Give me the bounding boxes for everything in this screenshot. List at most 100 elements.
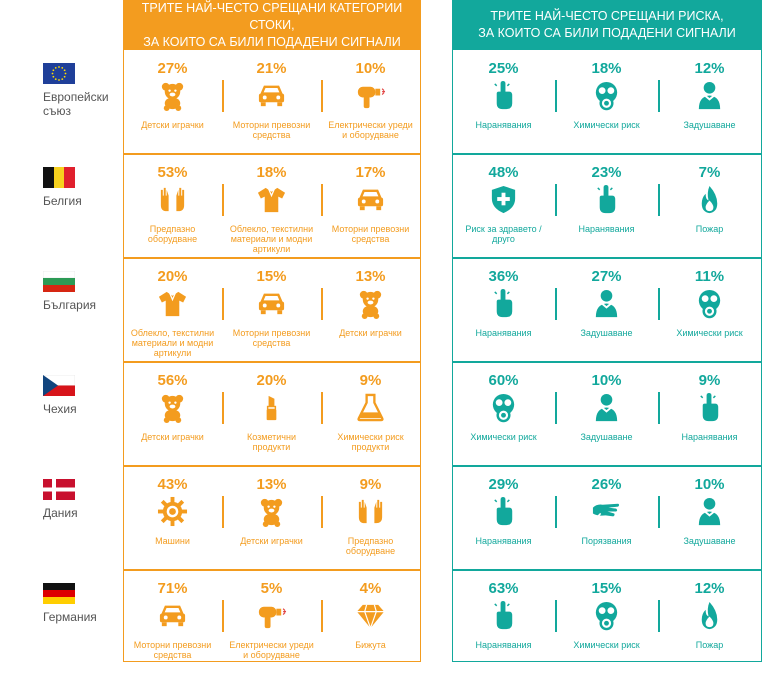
percentage-value: 11% <box>694 268 725 285</box>
risk-category-cell: 7% Пожар <box>658 154 761 258</box>
bg-flag-icon <box>43 271 75 292</box>
risk-category-cell: 27% Задушаване <box>555 258 658 362</box>
percentage-value: 10% <box>591 372 622 389</box>
percentage-value: 9% <box>359 372 382 389</box>
choking-icon <box>694 80 725 111</box>
category-label: Облекло, текстилни материали и модни арт… <box>130 328 215 358</box>
car-icon <box>157 600 188 631</box>
country-row: Германия 71% Моторни превозни средства 5% Ел… <box>0 569 765 674</box>
risk-category-cell: 10% Задушаване <box>555 362 658 466</box>
gloves-icon <box>157 184 188 215</box>
risk-category-cell: 23% Наранявания <box>555 154 658 258</box>
percentage-value: 13% <box>355 268 386 285</box>
risk-category-cell: 12% Задушаване <box>658 50 761 154</box>
percentage-value: 10% <box>355 60 386 77</box>
percentage-value: 15% <box>591 580 622 597</box>
product-category-cell: 15% Моторни превозни средства <box>222 258 321 362</box>
finger-icon <box>488 80 519 111</box>
row-separator <box>123 257 421 259</box>
percentage-value: 27% <box>591 268 622 285</box>
gloves-icon <box>355 496 386 527</box>
gas-mask-icon <box>694 288 725 319</box>
percentage-value: 29% <box>488 476 519 493</box>
column-divider <box>555 184 557 216</box>
risks-header: ТРИТЕ НАЙ-ЧЕСТО СРЕЩАНИ РИСКА, ЗА КОИТО … <box>452 0 762 50</box>
category-label: Моторни превозни средства <box>232 328 311 348</box>
car-icon <box>355 184 386 215</box>
fire-icon <box>694 600 725 631</box>
products-header: ТРИТЕ НАЙ-ЧЕСТО СРЕЩАНИ КАТЕГОРИИ СТОКИ,… <box>123 0 421 50</box>
category-label: Моторни превозни средства <box>331 224 410 244</box>
dk-flag-icon <box>43 479 75 500</box>
category-label: Задушаване <box>580 432 633 442</box>
country-cell: Белгия <box>0 154 123 258</box>
percentage-value: 23% <box>591 164 622 181</box>
category-label: Наранявания <box>475 640 532 650</box>
row-separator <box>123 569 421 571</box>
product-category-cell: 27% Детски играчки <box>123 50 222 154</box>
category-label: Пожар <box>695 640 724 650</box>
country-row: Дания 43% Машини 13% Детски играчки 9% Предпаз… <box>0 465 765 570</box>
flask-icon <box>355 392 386 423</box>
category-label: Задушаване <box>683 120 736 130</box>
finger-icon <box>488 288 519 319</box>
percentage-value: 36% <box>488 268 519 285</box>
category-label: Наранявания <box>475 120 532 130</box>
column-divider <box>555 496 557 528</box>
country-row: Европейски съюз 27% Детски играчки 21% Мотор… <box>0 50 765 154</box>
category-label: Наранявания <box>578 224 635 234</box>
column-divider <box>555 600 557 632</box>
product-category-cell: 71% Моторни превозни средства <box>123 570 222 674</box>
de-flag-icon <box>43 583 75 604</box>
teddy-bear-icon <box>355 288 386 319</box>
category-label: Детски играчки <box>339 328 402 338</box>
category-label: Химически риск <box>676 328 743 338</box>
country-cell: Чехия <box>0 362 123 466</box>
product-category-cell: 13% Детски играчки <box>222 466 321 570</box>
column-divider <box>321 496 323 528</box>
category-label: Електрически уреди и оборудване <box>328 120 413 140</box>
country-cell: Европейски съюз <box>0 50 123 154</box>
teddy-bear-icon <box>157 80 188 111</box>
row-separator <box>452 569 762 571</box>
row-separator <box>123 465 421 467</box>
category-label: Предпазно оборудване <box>345 536 396 556</box>
percentage-value: 12% <box>694 580 725 597</box>
category-label: Наранявания <box>475 536 532 546</box>
column-divider <box>555 80 557 112</box>
risk-category-cell: 26% Порязвания <box>555 466 658 570</box>
gear-icon <box>157 496 188 527</box>
risk-category-cell: 25% Наранявания <box>452 50 555 154</box>
risk-category-cell: 10% Задушаване <box>658 466 761 570</box>
health-shield-icon <box>488 184 519 215</box>
risk-category-cell: 63% Наранявания <box>452 570 555 674</box>
category-label: Детски играчки <box>141 432 204 442</box>
row-separator <box>452 153 762 155</box>
column-divider <box>222 392 224 424</box>
risk-category-cell: 29% Наранявания <box>452 466 555 570</box>
car-icon <box>256 80 287 111</box>
country-name: България <box>43 298 97 312</box>
gas-mask-icon <box>591 600 622 631</box>
shirt-icon <box>256 184 287 215</box>
category-label: Моторни превозни средства <box>232 120 311 140</box>
column-divider <box>321 80 323 112</box>
category-label: Машини <box>155 536 190 546</box>
percentage-value: 71% <box>157 580 188 597</box>
column-divider <box>321 184 323 216</box>
country-name: Германия <box>43 610 97 624</box>
category-label: Задушаване <box>580 328 633 338</box>
country-row: Чехия 56% Детски играчки 20% Козметични прод… <box>0 361 765 466</box>
choking-icon <box>591 392 622 423</box>
percentage-value: 60% <box>488 372 519 389</box>
percentage-value: 18% <box>591 60 622 77</box>
category-label: Риск за здравето / друго <box>465 224 542 244</box>
country-row: Белгия 53% Предпазно оборудване 18% Облекло,… <box>0 153 765 258</box>
column-divider <box>658 600 660 632</box>
cut-hand-icon <box>591 496 622 527</box>
percentage-value: 53% <box>157 164 188 181</box>
row-separator <box>452 465 762 467</box>
category-label: Порязвания <box>581 536 632 546</box>
product-category-cell: 20% Облекло, текстилни материали и модни … <box>123 258 222 362</box>
risk-category-cell: 48% Риск за здравето / друго <box>452 154 555 258</box>
